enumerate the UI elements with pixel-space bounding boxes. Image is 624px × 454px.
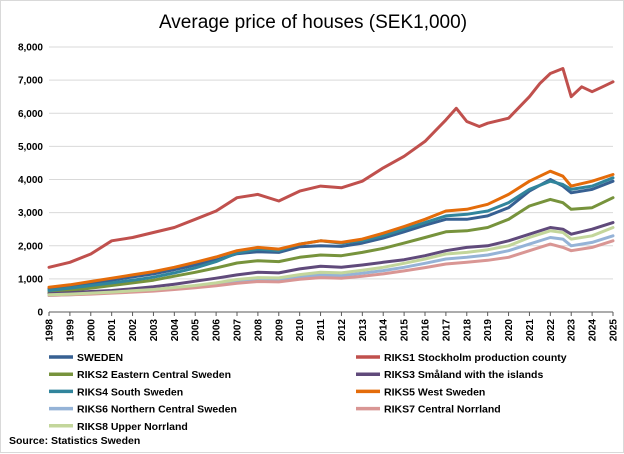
x-tick-label: 2006 (212, 319, 223, 342)
x-tick-label: 2004 (170, 319, 181, 342)
series-line (47, 169, 615, 289)
x-tick-label: 2010 (295, 319, 306, 342)
x-tick-label: 2019 (483, 319, 494, 342)
x-tick-label: 2011 (316, 319, 327, 341)
axis-layer (48, 311, 614, 316)
x-tick-label: 2016 (421, 319, 432, 342)
x-tick-label: 2023 (567, 319, 578, 342)
legend: SWEDEN RIKS1 Stockholm production county R… (49, 352, 567, 433)
x-tick-label: 2000 (86, 319, 97, 342)
series-line (47, 196, 615, 294)
x-tick-labels: 1998 1999 2000 2001 2002 2003 2004 2005 2006 2007… (45, 319, 620, 342)
grid-layer (49, 46, 613, 280)
x-tick-label: 2025 (609, 319, 620, 342)
x-tick-label: 2014 (379, 319, 390, 342)
series-line (47, 221, 615, 296)
x-tick-label: 2018 (462, 319, 473, 342)
y-tick-label: 7,000 (18, 76, 43, 87)
legend-label: RIKS3 Småland with the islands (384, 369, 543, 381)
series-line (47, 226, 615, 297)
legend-label: RIKS1 Stockholm production county (384, 352, 567, 364)
legend-label: RIKS8 Upper Norrland (77, 421, 188, 433)
x-tick-label: 2005 (191, 319, 202, 342)
y-tick-labels: 0 1,000 2,000 3,000 4,000 5,000 6,000 7,000 8,00… (18, 43, 43, 319)
x-tick-label: 2015 (400, 319, 411, 342)
chart-title: Average price of houses (SEK1,000) (159, 12, 467, 33)
y-tick-label: 5,000 (18, 142, 43, 153)
x-tick-label: 1998 (45, 319, 56, 342)
legend-label: SWEDEN (77, 352, 123, 364)
y-tick-label: 2,000 (18, 241, 43, 252)
source-note: Source: Statistics Sweden (9, 435, 140, 447)
x-tick-label: 2022 (546, 319, 557, 342)
legend-label: RIKS5 West Sweden (384, 386, 485, 398)
legend-label: RIKS6 Northern Central Sweden (77, 404, 237, 416)
legend-label: RIKS4 South Sweden (77, 386, 183, 398)
y-tick-label: 3,000 (18, 208, 43, 219)
x-tick-label: 2024 (588, 319, 599, 342)
x-tick-label: 2001 (107, 319, 118, 342)
legend-label: RIKS2 Eastern Central Sweden (77, 369, 231, 381)
x-tick-label: 2013 (358, 319, 369, 342)
x-tick-label: 2007 (233, 319, 244, 342)
x-tick-label: 2008 (253, 319, 264, 342)
y-tick-label: 4,000 (18, 175, 43, 186)
y-tick-label: 8,000 (18, 43, 43, 54)
x-tick-label: 1999 (65, 319, 76, 342)
legend-label: RIKS7 Central Norrland (384, 404, 501, 416)
x-tick-label: 2020 (504, 319, 515, 342)
y-tick-label: 0 (37, 308, 43, 319)
x-tick-label: 2009 (274, 319, 285, 342)
x-tick-label: 2003 (149, 319, 160, 342)
series-layer (47, 67, 615, 297)
x-tick-label: 2021 (525, 319, 536, 342)
y-tick-label: 1,000 (18, 274, 43, 285)
y-tick-label: 6,000 (18, 109, 43, 120)
x-tick-label: 2012 (337, 319, 348, 342)
x-tick-label: 2002 (128, 319, 139, 342)
series-line (47, 67, 615, 269)
x-tick-label: 2017 (441, 319, 452, 342)
